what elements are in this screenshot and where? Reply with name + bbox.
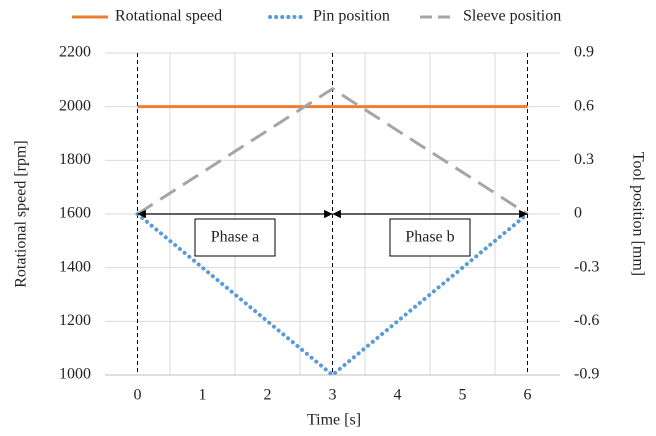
phase-box: [194, 218, 276, 257]
y-tick-label: 1600: [59, 205, 91, 222]
x-tick-label: 4: [394, 387, 402, 404]
legend-label: Rotational speed: [115, 8, 222, 25]
x-tick-label: 6: [524, 387, 532, 404]
y-tick-label: 1400: [59, 258, 91, 275]
phase-label: Phase b: [405, 229, 454, 246]
y2-tick-label: -0.9: [574, 366, 599, 383]
x-tick-label: 3: [329, 387, 337, 404]
y-tick-label: 1000: [59, 366, 91, 383]
y-tick-label: 1200: [59, 312, 91, 329]
y2-tick-label: 0.9: [574, 44, 594, 61]
phase-label: Phase a: [211, 229, 259, 246]
y2-axis-label: Tool position [mm]: [629, 152, 646, 276]
y2-tick-label: 0.6: [574, 97, 594, 114]
y-tick-label: 2200: [59, 44, 91, 61]
y-tick-label: 1800: [59, 151, 91, 168]
y2-tick-label: 0: [574, 205, 582, 222]
x-tick-label: 2: [264, 387, 272, 404]
legend-label: Sleeve position: [463, 8, 561, 25]
series-line: [136, 86, 529, 216]
legend-label: Pin position: [313, 8, 390, 25]
x-tick-label: 5: [459, 387, 467, 404]
y2-tick-label: -0.6: [574, 312, 599, 329]
series-line: [135, 212, 530, 378]
y-axis-label: Rotational speed [rpm]: [13, 140, 30, 288]
x-axis-label: Time [s]: [307, 412, 361, 429]
y2-tick-label: 0.3: [574, 151, 594, 168]
phase-box: [389, 218, 471, 257]
x-tick-label: 0: [134, 387, 142, 404]
y2-tick-label: -0.3: [574, 258, 599, 275]
y-tick-label: 2000: [59, 97, 91, 114]
x-tick-label: 1: [199, 387, 207, 404]
